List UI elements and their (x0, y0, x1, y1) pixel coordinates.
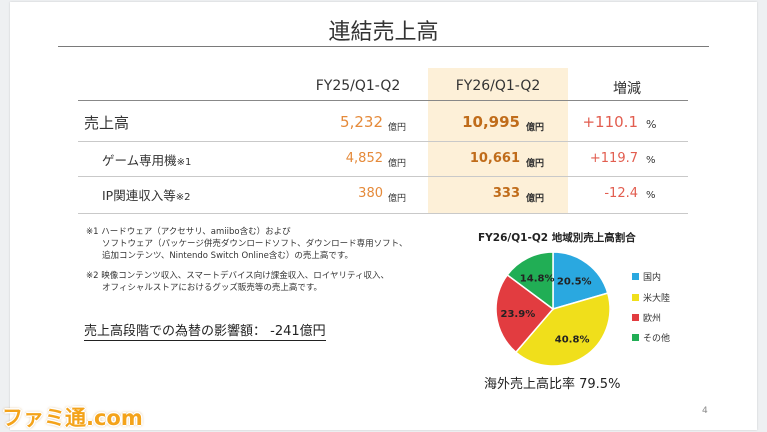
dedicated-prev-value: 4,852 (345, 151, 383, 166)
slide: 連結売上高 FY25/Q1-Q2 FY26/Q1-Q2 増減 売上高 5,232… (10, 2, 757, 430)
legend-swatch (632, 314, 639, 321)
row-divider (78, 213, 688, 214)
ip-curr-value: 333 (492, 186, 520, 201)
legend-label: 国内 (643, 273, 662, 283)
header-curr-period: FY26/Q1-Q2 (455, 78, 541, 94)
legend-label: その他 (643, 334, 671, 344)
footnote-1-line-3: 追加コンテンツ、Nintendo Switch Online含む）の売上高です。 (102, 251, 354, 261)
header-prev-period: FY25/Q1-Q2 (315, 78, 401, 94)
dedicated-curr-value: 10,661 (469, 151, 520, 166)
note-ref-2: ※2 (175, 192, 191, 203)
legend-swatch (632, 294, 639, 301)
regional-sales-pie-chart: 20.5% 40.8% 23.9% 14.8% (495, 251, 611, 367)
ip-change-unit: % (646, 190, 656, 201)
slide-title: 連結売上高 (328, 20, 439, 45)
row-divider (78, 176, 688, 177)
dedicated-curr-unit: 億円 (526, 159, 545, 169)
dedicated-video-game-label: ゲーム専用機 (102, 153, 177, 168)
row-divider (78, 141, 688, 142)
ip-prev-value: 380 (358, 186, 383, 201)
net-sales-prev-unit: 億円 (388, 123, 407, 133)
ip-prev-unit: 億円 (388, 194, 407, 204)
dedicated-change-value: +119.7 (589, 151, 638, 166)
chart-title: FY26/Q1-Q2 地域別売上高割合 (478, 232, 636, 244)
pie-slice-domestic (552, 251, 609, 310)
net-sales-change-value: +110.1 (582, 113, 638, 131)
pie-label-americas: 40.8% (555, 335, 590, 346)
footnote-1-line-1: ※1 ハードウェア（アクセサリ、amiibo含む）および (86, 227, 291, 237)
site-watermark-logo: ファミ通.com (2, 406, 143, 430)
dedicated-change-unit: % (646, 155, 656, 166)
legend-item-europe: 欧州 (632, 311, 661, 324)
legend-swatch (632, 334, 639, 341)
header-change: 増減 (613, 81, 641, 97)
legend-item-americas: 米大陸 (632, 291, 670, 304)
pie-label-other: 14.8% (520, 273, 555, 284)
row-label-dedicated-video-game: ゲーム専用機※1 (102, 150, 191, 169)
pie-label-europe: 23.9% (501, 309, 536, 320)
title-divider (58, 46, 709, 47)
net-sales-prev-value: 5,232 (340, 113, 383, 131)
dedicated-prev-unit: 億円 (388, 159, 407, 169)
ip-change-value: -12.4 (604, 186, 638, 201)
legend-label: 米大陸 (643, 294, 671, 304)
overseas-sales-ratio: 海外売上高比率 79.5% (484, 377, 621, 392)
legend-label: 欧州 (643, 314, 662, 324)
pie-slice-americas (514, 292, 611, 367)
footnote-2-line-2: オフィシャルストアにおけるグッズ販売等の売上高です。 (102, 283, 322, 293)
legend-item-other: その他 (632, 331, 670, 344)
pie-slice-europe (495, 273, 555, 354)
legend-item-domestic: 国内 (632, 270, 661, 283)
footnote-2-line-1: ※2 映像コンテンツ収入、スマートデバイス向け課金収入、ロイヤリティ収入、 (86, 271, 389, 281)
footnote-1-line-2: ソフトウェア（パッケージ併売ダウンロードソフト、ダウンロード専用ソフト、 (102, 239, 408, 249)
net-sales-change-unit: % (646, 118, 657, 131)
net-sales-curr-unit: 億円 (526, 123, 545, 133)
row-label-net-sales: 売上高 (84, 114, 130, 132)
net-sales-curr-value: 10,995 (462, 113, 520, 131)
legend-swatch (632, 273, 639, 280)
header-divider (78, 100, 688, 101)
ip-related-label: IP関連収入等 (102, 188, 176, 203)
pie-label-domestic: 20.5% (557, 277, 592, 288)
note-ref-1: ※1 (176, 157, 192, 168)
pie-slice-other (506, 251, 554, 311)
row-label-ip-related: IP関連収入等※2 (102, 185, 190, 204)
fx-impact-text: 売上高段階での為替の影響額： -241億円 (84, 320, 326, 341)
ip-curr-unit: 億円 (526, 194, 545, 204)
page-number: 4 (702, 406, 708, 416)
